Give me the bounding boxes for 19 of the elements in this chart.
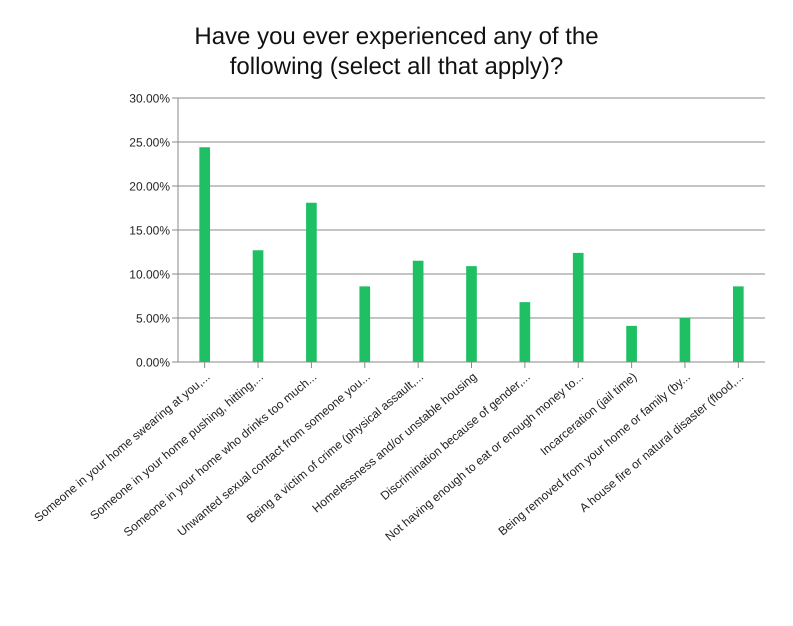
- y-tick-label: 20.00%: [129, 179, 170, 194]
- bar: [306, 202, 317, 362]
- y-tick-label: 10.00%: [129, 267, 170, 282]
- y-tick-label: 15.00%: [129, 223, 170, 238]
- bar: [732, 286, 744, 362]
- y-tick-label: 25.00%: [129, 135, 170, 150]
- bar: [359, 286, 370, 362]
- y-tick-label: 5.00%: [136, 311, 170, 326]
- y-tick-label: 30.00%: [129, 91, 170, 106]
- y-tick-label: 0.00%: [136, 355, 170, 370]
- bar: [466, 266, 477, 362]
- bar: [520, 302, 530, 362]
- bar: [680, 318, 690, 362]
- bar: [626, 326, 637, 362]
- bar: [199, 147, 210, 362]
- bar: [412, 260, 424, 362]
- chart-title: Have you ever experienced any of the following (select all that apply)?: [193, 22, 600, 82]
- bar: [572, 252, 584, 362]
- bar: [252, 250, 264, 362]
